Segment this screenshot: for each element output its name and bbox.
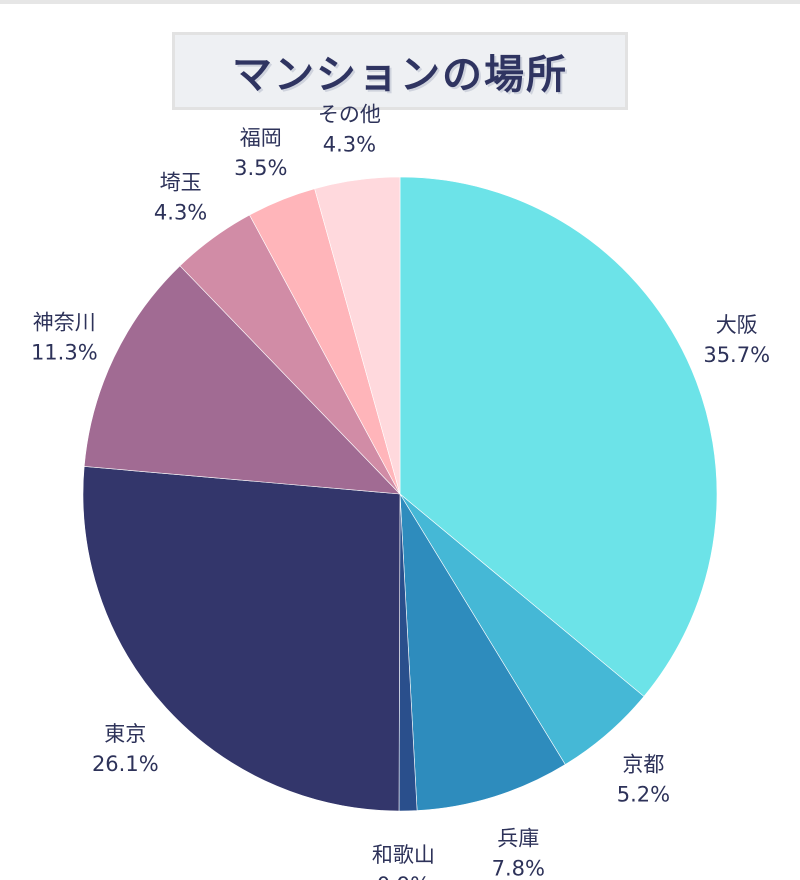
slice-label-9: その他 4.3%	[318, 103, 381, 157]
slice-percent: 4.3%	[323, 133, 376, 157]
slice-percent: 3.5%	[234, 156, 287, 180]
chart-title-box: マンションの場所	[172, 32, 628, 110]
slice-label-2: 京都 5.2%	[617, 752, 670, 806]
slice-label-5: 東京 26.1%	[92, 722, 159, 776]
slice-name: 埼玉	[160, 171, 202, 195]
pie-slice-3	[399, 493, 566, 811]
slice-name: 和歌山	[372, 843, 435, 867]
slice-name: 大阪	[716, 313, 758, 337]
slice-name: 兵庫	[497, 826, 539, 850]
slice-name: 東京	[104, 722, 146, 746]
chart-title: マンションの場所	[232, 52, 568, 98]
slice-label-6: 神奈川 11.3%	[31, 311, 98, 365]
slice-name: 神奈川	[33, 311, 96, 335]
slice-label-1: 大阪 35.7%	[703, 313, 770, 367]
slice-percent: 35.7%	[703, 343, 770, 367]
slice-percent: 5.2%	[617, 782, 670, 806]
pie-slices	[82, 176, 718, 812]
pie-slice-6	[83, 265, 401, 495]
top-rule	[0, 0, 800, 4]
slice-label-3: 兵庫 7.8%	[492, 826, 545, 880]
slice-percent: 7.8%	[492, 856, 545, 880]
slice-percent: 0.9%	[377, 873, 430, 880]
slice-percent: 26.1%	[92, 752, 159, 776]
slice-label-8: 福岡 3.5%	[234, 126, 287, 180]
slice-name: その他	[318, 103, 381, 127]
slice-percent: 4.3%	[154, 201, 207, 225]
slice-percent: 11.3%	[31, 341, 98, 365]
pie-slice-5	[82, 466, 401, 812]
slice-label-4: 和歌山 0.9%	[372, 843, 435, 880]
slice-name: 福岡	[240, 126, 282, 150]
slice-name: 京都	[622, 752, 664, 776]
pie-slice-1	[399, 176, 718, 697]
pie-labels: 大阪 35.7% 京都 5.2% 兵庫 7.8% 和歌山 0.9% 東京 26.1% 神奈川 11.3…	[31, 103, 770, 880]
slice-label-7: 埼玉 4.3%	[154, 171, 207, 225]
pie-slice-9	[314, 176, 401, 495]
